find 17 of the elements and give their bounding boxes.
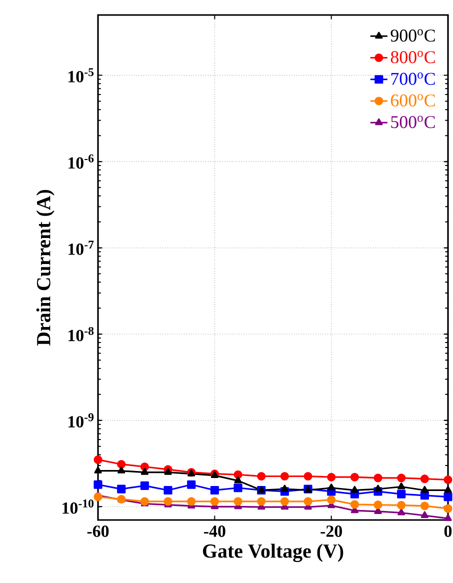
x-tick-label: 0 — [444, 526, 452, 537]
x-tick-label: -20 — [320, 526, 342, 537]
y-tick-label: 10$^{-8}$ — [68, 326, 94, 342]
legend-label: 900$^{o}$C — [390, 29, 435, 42]
x-tick-label: -60 — [87, 526, 109, 537]
y-axis-title: Drain Current (A) — [36, 190, 54, 346]
y-tick-label: 10$^{-10}$ — [62, 499, 94, 514]
y-tick-label: 10$^{-5}$ — [68, 68, 94, 82]
x-tick-label: -40 — [204, 526, 226, 537]
legend-label: 700$^{o}$C — [391, 72, 435, 85]
y-tick-label: 10$^{-9}$ — [68, 413, 94, 428]
y-tick-label: 10$^{-6}$ — [68, 154, 94, 169]
legend-label: 800$^{o}$C — [390, 50, 435, 64]
legend-label: 500$^{o}$C — [391, 116, 435, 128]
y-tick-label: 10$^{-7}$ — [68, 240, 94, 255]
x-axis-title: Gate Voltage (V) — [202, 544, 344, 562]
legend-label: 600$^{o}$C — [390, 94, 435, 107]
